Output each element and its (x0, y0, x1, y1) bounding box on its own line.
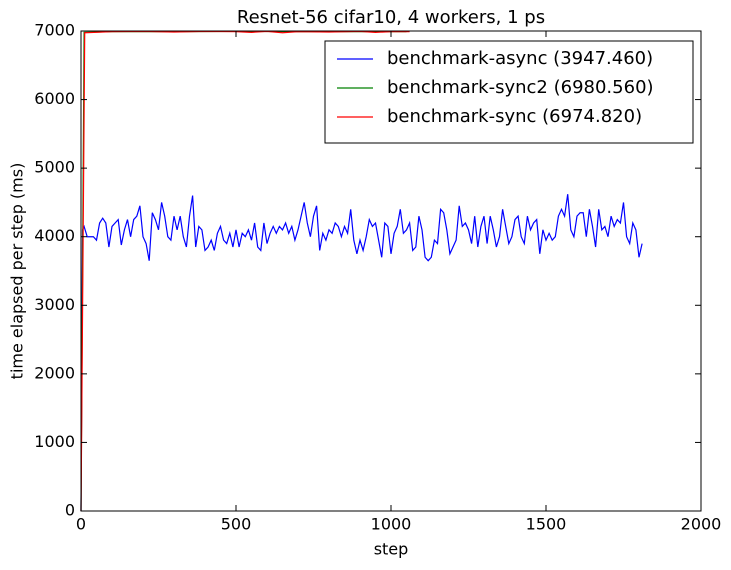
legend: benchmark-async (3947.460) benchmark-sync… (324, 40, 694, 144)
x-axis-label: step (374, 540, 409, 559)
x-tick-label: 500 (221, 515, 252, 534)
x-tick-label: 1000 (371, 515, 412, 534)
legend-label: benchmark-sync2 (6980.560) (387, 77, 654, 98)
series-line (80, 194, 643, 512)
plot-area (80, 30, 643, 512)
legend-label: benchmark-sync (6974.820) (387, 106, 642, 127)
x-tick-label: 2000 (681, 515, 722, 534)
y-tick-label: 4000 (34, 226, 75, 245)
y-tick-label: 5000 (34, 158, 75, 177)
y-tick-label: 3000 (34, 295, 75, 314)
x-tick-label: 0 (76, 515, 86, 534)
legend-label: benchmark-async (3947.460) (387, 48, 653, 69)
y-axis-label: time elapsed per step (ms) (8, 163, 27, 380)
y-tick-label: 6000 (34, 89, 75, 108)
y-tick-label: 2000 (34, 363, 75, 382)
chart-title: Resnet-56 cifar10, 4 workers, 1 ps (237, 7, 545, 28)
y-tick-label: 7000 (34, 21, 75, 40)
legend-box (324, 40, 694, 144)
y-tick-label: 0 (65, 501, 75, 520)
x-tick-label: 1500 (526, 515, 567, 534)
y-tick-label: 1000 (34, 432, 75, 451)
series-line (80, 30, 410, 512)
